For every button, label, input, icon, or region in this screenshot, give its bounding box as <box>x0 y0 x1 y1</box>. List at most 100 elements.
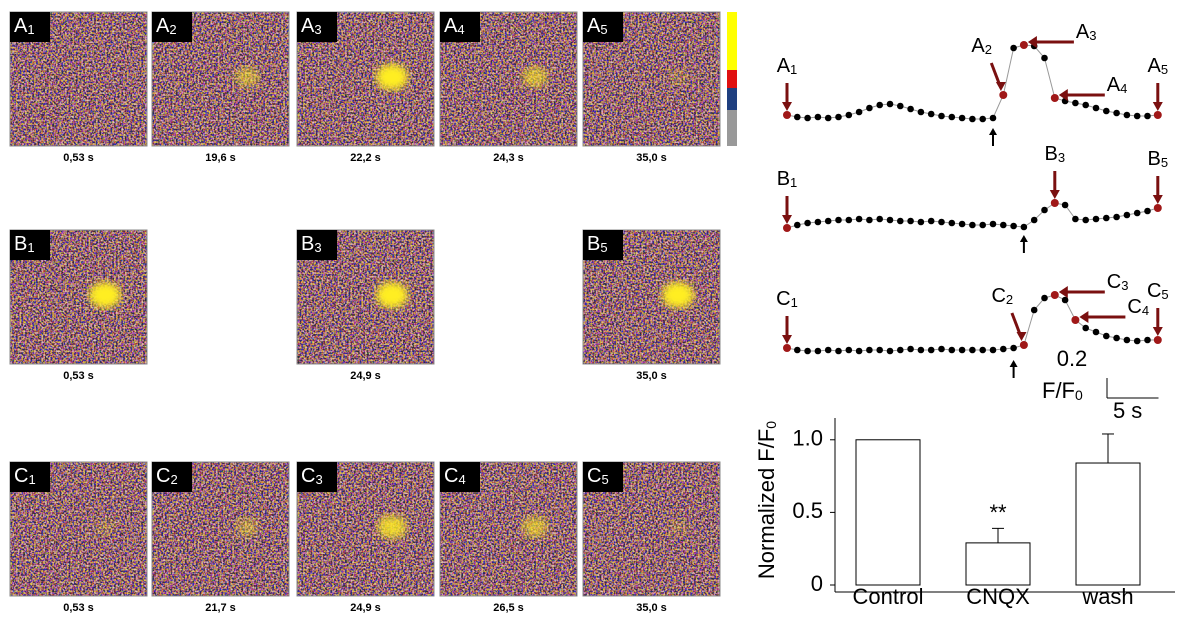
trace-point <box>1144 112 1151 120</box>
arrow-head <box>1058 89 1068 101</box>
trace-label-sub: 1 <box>791 295 798 310</box>
trace-point <box>927 217 935 225</box>
panel-label-main: A <box>587 15 601 37</box>
trace-point <box>1113 213 1120 221</box>
trace-point <box>1030 306 1038 314</box>
marker-arrow <box>989 62 1002 86</box>
trace-point <box>1123 111 1131 119</box>
trace-point <box>1071 316 1080 324</box>
trace-label-sub: 4 <box>1120 81 1127 96</box>
y-axis-label-sub: 0 <box>763 421 779 429</box>
panel-label-main: B <box>14 233 27 255</box>
panel-label-sub: 5 <box>600 22 607 37</box>
label-box <box>583 12 623 42</box>
trace-label-sub: 5 <box>1161 287 1168 302</box>
x-tick-label: wash <box>1081 584 1133 609</box>
trace-point <box>1092 328 1100 336</box>
label-box <box>152 462 192 492</box>
image-panel <box>151 11 290 147</box>
trace-label-main: A <box>1076 21 1090 43</box>
trace-point <box>783 111 791 119</box>
arrow-head <box>782 215 792 224</box>
arrow-head <box>1079 311 1089 323</box>
trace-point <box>1082 216 1089 224</box>
image-panel <box>582 229 721 365</box>
trace-point <box>917 108 925 116</box>
arrow-head <box>1049 190 1060 199</box>
panel-label-main: C <box>587 465 601 487</box>
panel-time: 24,3 s <box>493 152 524 164</box>
trace-line <box>786 294 1158 352</box>
trace-point <box>999 91 1008 99</box>
trace-point <box>1123 336 1131 344</box>
trace-label-main: B <box>1045 143 1058 165</box>
bar <box>855 439 921 586</box>
trace-label-main: B <box>1148 148 1161 170</box>
trace-point <box>969 115 976 123</box>
panel-border <box>9 229 148 365</box>
trace-label-sub: 1 <box>790 62 797 77</box>
trace-point <box>917 346 925 354</box>
panel-label-main: A <box>156 15 170 37</box>
panel-label: C1 <box>14 465 36 487</box>
image-panel <box>582 461 721 597</box>
image-panel <box>9 229 148 365</box>
panel-label: B5 <box>587 233 608 255</box>
scale-y-unit: F/F0 <box>1042 378 1083 403</box>
trace-point <box>1072 99 1079 107</box>
trace-point <box>835 216 842 224</box>
image-panel <box>439 11 578 147</box>
label-box <box>297 462 337 492</box>
trace-point <box>1113 334 1120 342</box>
marker-arrow <box>1010 312 1022 336</box>
stimulus-head <box>989 128 997 135</box>
cell-blob <box>668 518 688 536</box>
trace-point <box>1144 207 1151 215</box>
trace-point <box>824 114 832 122</box>
trace-point <box>1133 337 1141 345</box>
trace-point <box>876 101 883 109</box>
scale-y-unit-main: F/F <box>1042 378 1075 403</box>
trace-point <box>958 220 966 228</box>
panel-label-sub: 3 <box>315 472 322 487</box>
arrow-head <box>1058 286 1068 298</box>
trace-point <box>845 216 853 224</box>
trace-point <box>1019 41 1028 49</box>
trace-label: A3 <box>1076 21 1097 43</box>
trace-point <box>866 346 873 354</box>
panel-label-sub: 1 <box>27 22 34 37</box>
trace-point <box>1010 222 1017 230</box>
trace-point <box>1050 291 1059 299</box>
label-box <box>440 462 480 492</box>
trace-point <box>979 346 986 354</box>
label-box <box>10 12 50 42</box>
trace-point <box>866 216 873 224</box>
panel-label: B3 <box>301 233 322 255</box>
trace-point <box>1113 109 1120 117</box>
trace-point <box>897 346 904 354</box>
trace-point <box>1092 104 1100 112</box>
cell-blob <box>668 68 688 86</box>
trace-point <box>917 218 925 226</box>
panel-border <box>9 11 148 147</box>
panel-border <box>439 11 578 147</box>
y-axis-label: Normalized F/F0 <box>754 421 779 579</box>
panel-label: A2 <box>156 15 177 37</box>
trace-point <box>979 115 986 123</box>
label-box <box>583 230 623 260</box>
trace-point <box>1153 111 1162 119</box>
trace-point <box>927 110 935 118</box>
panel-label: A4 <box>444 15 465 37</box>
cell-blob <box>522 516 548 538</box>
trace-point <box>1103 332 1110 340</box>
trace-point <box>804 347 811 355</box>
trace-point <box>938 218 945 226</box>
trace-point <box>876 215 883 223</box>
trace-point <box>1153 204 1162 212</box>
panel-border <box>296 11 435 147</box>
trace-point <box>897 102 904 110</box>
trace-point <box>1000 345 1007 353</box>
trace-point <box>1061 296 1069 304</box>
trace-point <box>948 219 956 227</box>
